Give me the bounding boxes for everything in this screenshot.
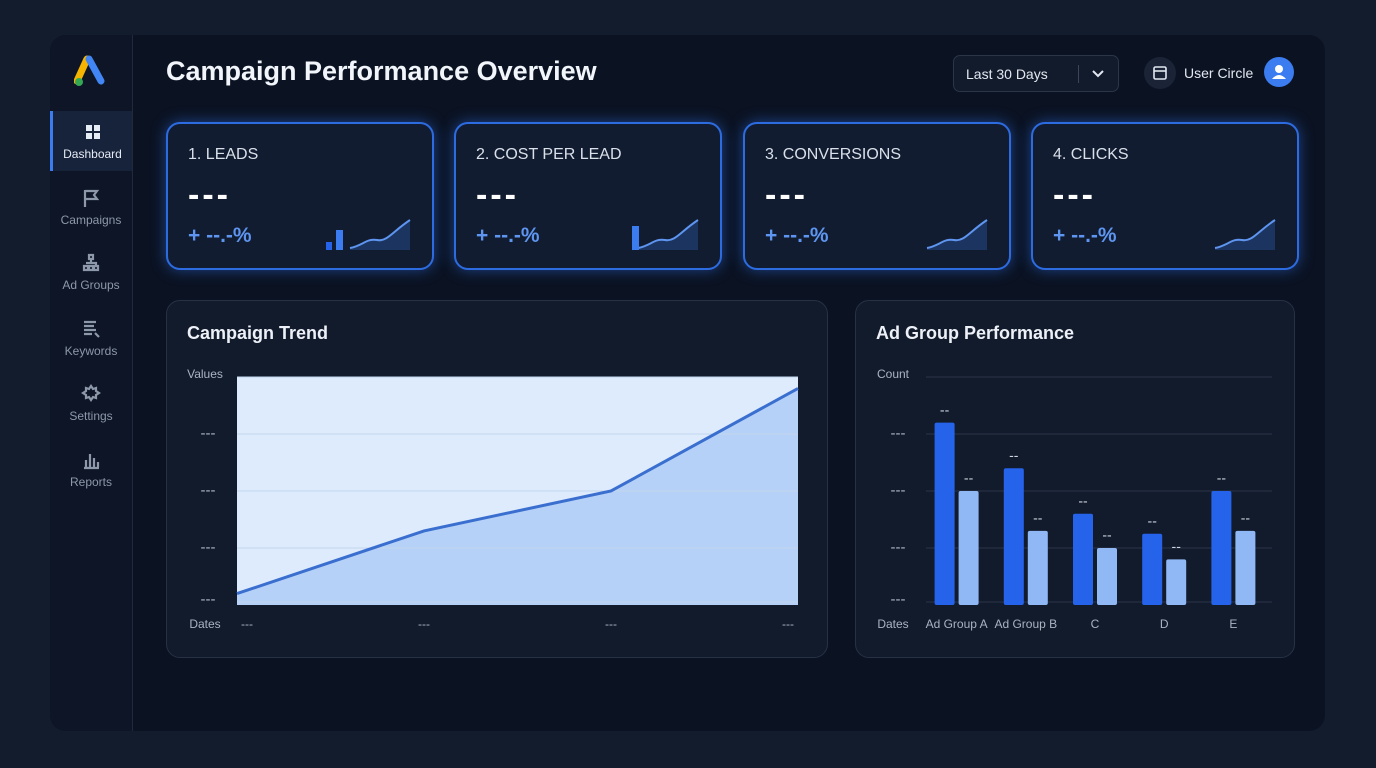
y-tick-label: --- [201,482,216,499]
sparkline [632,219,699,250]
x-tick-label: --- [782,617,794,631]
x-axis-label: Dates [189,617,220,631]
kpi-card[interactable]: 3. CONVERSIONS --- + --.-% [743,122,1011,270]
nav-icon [84,320,100,338]
kpi-value: --- [1053,176,1096,214]
sidebar: Dashboard Campaigns Ad Groups Keywords Setti… [50,35,133,731]
y-axis-label: Count [877,367,910,381]
nav-icon [82,254,100,272]
bar [1166,559,1187,605]
y-axis-label: Values [187,367,223,381]
bar [1235,530,1256,605]
logo [74,55,105,86]
y-tick-label: --- [891,539,906,556]
user-avatar[interactable] [1264,57,1294,87]
kpi-card[interactable]: 1. LEADS --- + --.-% [166,122,434,270]
kpi-change: + --.-% [765,224,829,247]
bar [1003,468,1024,605]
y-tick-label: --- [891,482,906,499]
x-tick-label: E [1229,617,1237,631]
line [236,387,799,596]
kpi-title: 2. COST PER LEAD [476,146,622,163]
bar-value-label: -- [1009,447,1019,463]
y-tick-label: --- [201,539,216,556]
nav-item[interactable]: Ad Groups [50,242,132,302]
y-tick-label: --- [201,591,216,608]
calendar-button[interactable] [1144,57,1176,89]
kpi-value: --- [188,176,231,214]
x-tick-label: C [1091,617,1100,631]
bar-value-label: -- [1102,527,1112,543]
bar [934,422,955,605]
x-tick-label: --- [605,617,617,631]
bar-value-label: -- [1033,510,1043,526]
nav-item[interactable]: Settings [50,373,132,433]
nav-label: Dashboard [63,147,122,161]
chart-title: Ad Group Performance [876,323,1075,343]
nav-label: Settings [69,409,113,424]
bar [1142,533,1163,605]
kpi-title: 4. CLICKS [1053,146,1129,163]
kpi-value: --- [765,176,808,214]
page-title: Campaign Performance Overview [166,56,597,86]
nav-item[interactable]: Dashboard [50,111,132,171]
nav-item[interactable]: Reports [50,439,132,499]
y-tick-label: --- [891,425,906,442]
nav-icon [85,125,100,139]
nav-item[interactable]: Campaigns [50,177,132,237]
sparkline [1214,219,1276,250]
bar-value-label: -- [1241,510,1251,526]
bar-value-label: -- [940,401,950,417]
date-range-label: Last 30 Days [966,66,1048,82]
bar [1073,513,1093,605]
kpi-change: + --.-% [1053,224,1117,247]
x-tick-label: --- [418,617,430,631]
kpi-title: 1. LEADS [188,146,259,163]
nav-label: Campaigns [60,212,122,227]
bar-value-label: -- [964,470,974,486]
sparkline [926,219,988,250]
x-axis-label: Dates [877,617,908,631]
bar-value-label: -- [1217,470,1227,486]
kpi-value: --- [476,176,519,214]
nav-label: Keywords [64,343,118,358]
nav-item[interactable]: Keywords [50,308,132,368]
user-name[interactable]: User Circle [1184,65,1254,81]
nav-icon [83,189,100,207]
bar-value-label: -- [1078,493,1088,509]
bar [958,491,979,605]
nav-icon [84,454,100,470]
kpi-card[interactable]: 4. CLICKS --- + --.-% [1031,122,1299,270]
kpi-change: + --.-% [188,224,252,247]
nav-label: Ad Groups [62,278,120,293]
bar-value-label: -- [1172,538,1182,554]
y-tick-label: --- [201,425,216,442]
y-tick-label: --- [891,591,906,608]
sparkline [326,219,411,250]
bar-value-label: -- [1148,512,1158,528]
kpi-change: + --.-% [476,224,540,247]
x-tick-label: Ad Group B [994,617,1057,631]
area [237,388,798,605]
bar [1211,491,1232,605]
bar [1027,530,1048,605]
nav-icon [81,384,101,403]
nav-label: Reports [69,475,113,489]
bar [1097,548,1117,605]
date-range-dropdown[interactable]: Last 30 Days [953,55,1119,92]
kpi-card[interactable]: 2. COST PER LEAD --- + --.-% [454,122,722,270]
x-tick-label: --- [241,617,253,631]
x-tick-label: Ad Group A [926,617,988,631]
x-tick-label: D [1160,617,1169,631]
kpi-title: 3. CONVERSIONS [765,146,902,163]
chart-title: Campaign Trend [187,323,329,343]
